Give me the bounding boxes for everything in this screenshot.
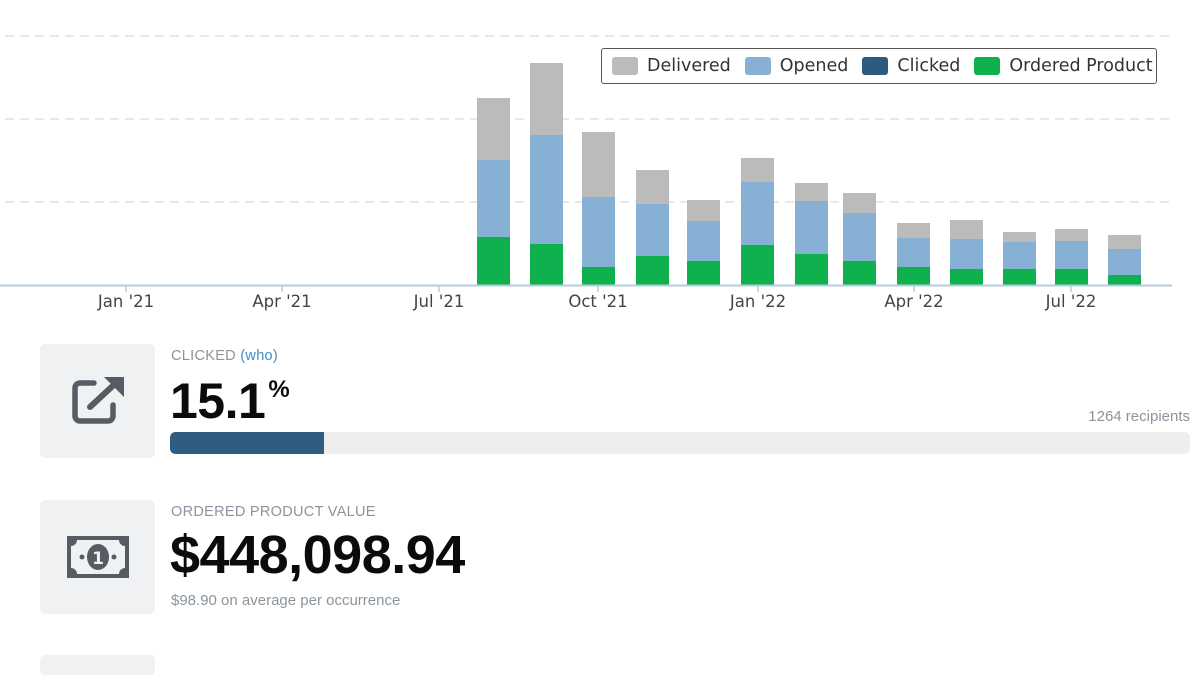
bar-delivered-4 xyxy=(687,200,720,221)
x-tick-label-6: Jul '22 xyxy=(1045,292,1097,311)
bar-delivered-9 xyxy=(950,220,983,239)
bar-ordered-product-3 xyxy=(636,256,669,285)
legend-item-clicked[interactable]: Clicked xyxy=(862,56,960,76)
average-per-occurrence: $98.90 on average per occurrence xyxy=(171,592,401,609)
clicked-icon-box xyxy=(40,344,155,458)
who-link[interactable]: (who) xyxy=(240,348,279,364)
legend-label-clicked: Clicked xyxy=(897,56,961,76)
bar-ordered-product-10 xyxy=(1003,269,1036,285)
bar-opened-10 xyxy=(1003,242,1036,269)
bar-ordered-product-7 xyxy=(843,261,876,285)
x-tick-label-4: Jan '22 xyxy=(729,292,786,311)
bar-ordered-product-11 xyxy=(1055,269,1088,285)
x-tick-label-5: Apr '22 xyxy=(884,292,943,311)
bar-opened-4 xyxy=(687,221,720,261)
bar-delivered-12 xyxy=(1108,235,1141,249)
clicked-value-row: 15.1% xyxy=(170,372,290,430)
bar-ordered-product-4 xyxy=(687,261,720,285)
ordered-product-value: $448,098.94 xyxy=(170,525,465,585)
bar-delivered-2 xyxy=(582,132,615,197)
bar-opened-2 xyxy=(582,197,615,267)
legend-label-opened: Opened xyxy=(779,56,849,76)
external-link-icon xyxy=(71,377,124,424)
ordered-stat-body: ORDERED PRODUCT VALUE $448,098.94 $98.90… xyxy=(170,500,1190,616)
bar-delivered-11 xyxy=(1055,229,1088,241)
bar-delivered-10 xyxy=(1003,232,1036,242)
bar-ordered-product-12 xyxy=(1108,275,1141,285)
bar-delivered-8 xyxy=(897,223,930,238)
svg-text:1: 1 xyxy=(92,549,104,569)
ordered-value-stat-card: 1 ORDERED PRODUCT VALUE $448,098.94 $98.… xyxy=(40,500,1190,616)
percent-sign: % xyxy=(268,376,290,403)
legend-label-delivered: Delivered xyxy=(647,56,731,76)
bar-ordered-product-1 xyxy=(530,244,563,285)
bar-ordered-product-6 xyxy=(795,254,828,285)
clicked-label: CLICKED xyxy=(171,348,236,364)
bar-delivered-6 xyxy=(795,183,828,201)
bar-delivered-5 xyxy=(741,158,774,182)
legend-item-delivered[interactable]: Delivered xyxy=(612,56,731,76)
chart-legend: Delivered Opened Clicked Ordered Product xyxy=(601,48,1157,84)
bar-opened-5 xyxy=(741,182,774,245)
bar-delivered-3 xyxy=(636,170,669,204)
x-tick-label-0: Jan '21 xyxy=(97,292,154,311)
bar-opened-11 xyxy=(1055,241,1088,269)
legend-label-ordered-product: Ordered Product xyxy=(1009,56,1153,76)
bar-opened-9 xyxy=(950,239,983,269)
ordered-icon-box: 1 xyxy=(40,500,155,614)
bar-opened-6 xyxy=(795,201,828,254)
bar-ordered-product-9 xyxy=(950,269,983,285)
clicked-percent-value: 15.1 xyxy=(170,373,266,429)
banknote-icon: 1 xyxy=(66,536,129,578)
bar-opened-7 xyxy=(843,213,876,261)
recipients-count: 1264 recipients xyxy=(1088,408,1190,425)
bar-ordered-product-2 xyxy=(582,267,615,285)
bar-delivered-1 xyxy=(530,63,563,135)
ordered-value-label: ORDERED PRODUCT VALUE xyxy=(171,504,376,520)
legend-swatch-clicked xyxy=(862,57,889,75)
legend-swatch-opened xyxy=(744,57,771,75)
bar-opened-0 xyxy=(477,160,510,237)
bar-opened-3 xyxy=(636,204,669,256)
x-tick-label-2: Jul '21 xyxy=(413,292,465,311)
bar-opened-12 xyxy=(1108,249,1141,275)
bar-ordered-product-5 xyxy=(741,245,774,285)
clicked-progress-bar xyxy=(170,432,1190,454)
bar-ordered-product-8 xyxy=(897,267,930,285)
legend-swatch-ordered-product xyxy=(974,57,1001,75)
legend-item-opened[interactable]: Opened xyxy=(744,56,849,76)
x-tick-label-3: Oct '21 xyxy=(568,292,627,311)
clicked-stat-card: CLICKED (who) 15.1% 1264 recipients xyxy=(40,344,1190,460)
bar-delivered-7 xyxy=(843,193,876,213)
legend-swatch-delivered xyxy=(612,57,638,75)
clicked-label-row: CLICKED (who) xyxy=(171,348,278,364)
next-card-icon-box xyxy=(40,655,155,675)
bar-delivered-0 xyxy=(477,98,510,160)
clicked-progress-fill xyxy=(170,432,325,454)
clicked-stat-body: CLICKED (who) 15.1% 1264 recipients xyxy=(170,344,1190,460)
legend-item-ordered-product[interactable]: Ordered Product xyxy=(974,56,1153,76)
bar-ordered-product-0 xyxy=(477,237,510,285)
bar-opened-8 xyxy=(897,238,930,267)
stacked-bar-chart: Jan '21 Apr '21 Jul '21 Oct '21 Jan '22 Apr '… xyxy=(0,35,1172,311)
x-tick-label-1: Apr '21 xyxy=(252,292,311,311)
bar-opened-1 xyxy=(530,135,563,244)
